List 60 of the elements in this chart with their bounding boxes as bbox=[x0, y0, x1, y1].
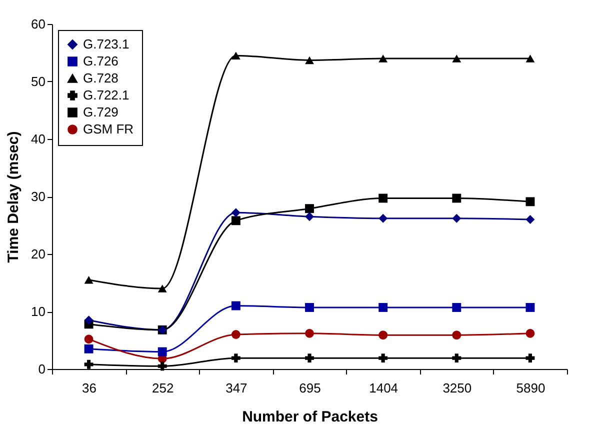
point bbox=[378, 330, 388, 340]
point bbox=[231, 52, 240, 60]
point bbox=[305, 56, 314, 64]
point bbox=[231, 216, 240, 226]
point bbox=[526, 303, 535, 312]
y-tick-label: 40 bbox=[31, 132, 46, 146]
x-axis-title: Number of Packets bbox=[242, 408, 378, 426]
point bbox=[378, 303, 388, 312]
point bbox=[305, 204, 314, 214]
point bbox=[526, 54, 535, 62]
point bbox=[84, 344, 94, 354]
point bbox=[84, 360, 94, 369]
y-tick-label: 0 bbox=[38, 362, 46, 376]
point bbox=[84, 334, 94, 344]
point bbox=[84, 276, 94, 284]
legend-label: G.729 bbox=[83, 104, 118, 120]
y-tick-label: 50 bbox=[31, 74, 46, 89]
point bbox=[378, 354, 388, 363]
legend-label: G.722.1 bbox=[83, 88, 130, 102]
point bbox=[452, 303, 462, 312]
x-tick-label: 3250 bbox=[442, 380, 472, 396]
point bbox=[526, 197, 535, 206]
legend-label: GSM FR bbox=[83, 122, 134, 136]
point bbox=[305, 354, 314, 363]
point bbox=[305, 212, 314, 222]
point bbox=[305, 303, 314, 312]
legend-label: G.728 bbox=[83, 70, 118, 86]
legend-label: G.726 bbox=[83, 54, 118, 68]
x-tick-label: 36 bbox=[82, 380, 97, 396]
point bbox=[378, 54, 388, 62]
y-tick-label: 20 bbox=[31, 246, 46, 262]
x-tick-label: 695 bbox=[299, 380, 321, 396]
point bbox=[231, 208, 240, 218]
point bbox=[378, 194, 388, 203]
point bbox=[305, 328, 314, 338]
point bbox=[526, 215, 535, 224]
point bbox=[378, 214, 388, 223]
legend-label: G.723.1 bbox=[83, 36, 130, 52]
point bbox=[452, 330, 462, 340]
x-tick-label: 1404 bbox=[369, 380, 398, 396]
y-axis-title: Time Delay (msec) bbox=[5, 131, 22, 263]
point bbox=[158, 362, 167, 371]
point bbox=[84, 316, 94, 325]
point bbox=[452, 354, 462, 363]
point bbox=[158, 347, 167, 356]
y-tick-label: 10 bbox=[31, 304, 46, 319]
point bbox=[452, 214, 462, 223]
y-tick-label: 30 bbox=[31, 189, 46, 204]
point bbox=[158, 284, 167, 292]
point bbox=[231, 354, 240, 363]
point bbox=[231, 330, 240, 339]
x-tick-label: 5890 bbox=[516, 380, 546, 396]
y-tick-label: 60 bbox=[31, 16, 46, 32]
point bbox=[526, 354, 535, 363]
x-tick-label: 347 bbox=[226, 380, 248, 396]
point bbox=[452, 194, 462, 203]
point bbox=[452, 54, 462, 62]
point bbox=[526, 328, 535, 338]
x-tick-label: 252 bbox=[152, 380, 174, 396]
point bbox=[231, 301, 240, 310]
